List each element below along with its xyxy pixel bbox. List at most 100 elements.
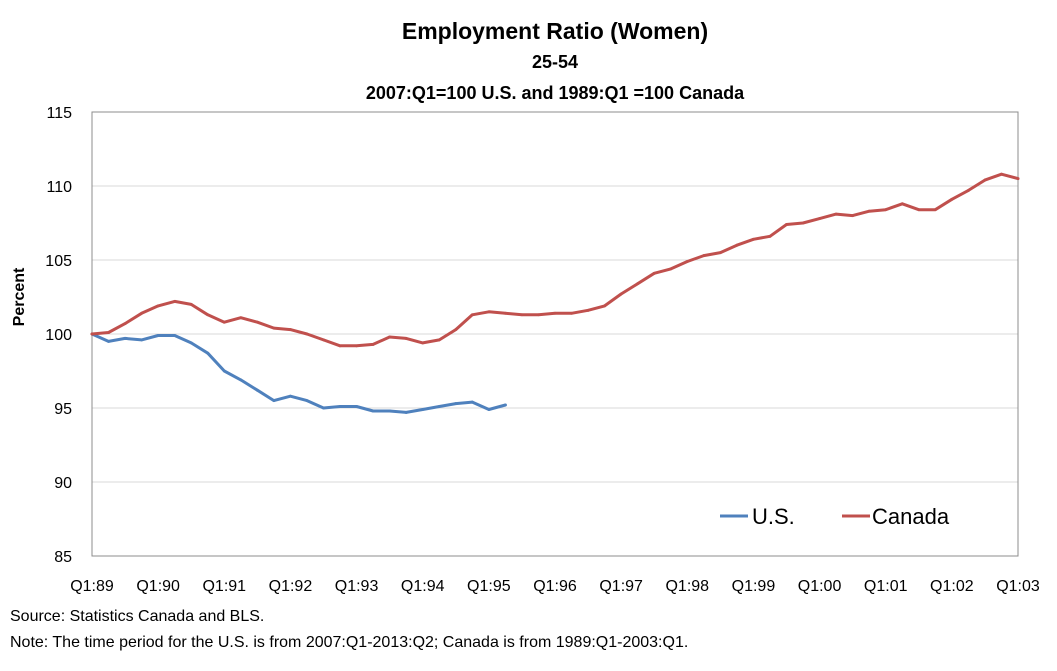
data-point-canada: [933, 208, 937, 212]
data-point-canada: [586, 308, 590, 312]
data-point-canada: [867, 209, 871, 213]
data-point-canada: [966, 189, 970, 192]
gridlines: [92, 185, 1018, 483]
data-point-canada: [388, 335, 392, 339]
data-point-canada: [305, 332, 309, 336]
data-point-u-s: [421, 408, 425, 411]
data-point-canada: [685, 260, 689, 263]
data-point-u-s: [206, 351, 210, 355]
data-point-canada: [123, 322, 127, 326]
data-point-canada: [983, 178, 987, 182]
y-tick-label: 100: [45, 327, 72, 344]
series-lines: [90, 172, 1020, 414]
data-point-u-s: [123, 337, 127, 340]
data-point-u-s: [107, 340, 110, 343]
y-axis-label: Percent: [11, 267, 28, 326]
x-tick-label: Q1:02: [930, 578, 974, 595]
data-point-u-s: [322, 406, 325, 410]
data-point-canada: [404, 337, 408, 340]
data-point-canada: [603, 304, 607, 308]
data-point-u-s: [470, 400, 474, 404]
data-point-canada: [950, 197, 954, 201]
series-line-u-s: [90, 332, 507, 414]
data-point-u-s: [437, 405, 441, 408]
data-point-u-s: [371, 409, 375, 413]
data-point-canada: [470, 313, 474, 317]
data-point-u-s: [272, 399, 276, 402]
data-point-u-s: [289, 394, 292, 398]
x-tick-label: Q1:93: [335, 578, 379, 595]
data-point-canada: [173, 300, 177, 303]
chart-title: Employment Ratio (Women): [401, 18, 709, 44]
y-tick-label: 85: [54, 549, 72, 566]
x-tick-label: Q1:89: [70, 578, 114, 595]
legend-label-canada: Canada: [872, 504, 950, 529]
data-point-u-s: [140, 338, 144, 342]
data-point-canada: [752, 237, 755, 241]
chart-subtitle-age: 25-54: [531, 52, 579, 72]
data-point-u-s: [305, 399, 309, 402]
data-point-canada: [272, 326, 276, 330]
data-point-canada: [1016, 177, 1020, 181]
x-axis-ticks: Q1:89 Q1:90 Q1:91 Q1:92 Q1:93 Q1:94 Q1:95 Q1:96…: [70, 578, 1040, 595]
x-tick-label: Q1:95: [467, 578, 511, 595]
data-point-canada: [140, 311, 144, 315]
data-point-u-s: [189, 341, 193, 345]
data-point-canada: [785, 223, 788, 226]
data-point-u-s: [503, 403, 507, 407]
x-tick-label: Q1:00: [798, 578, 842, 595]
data-point-canada: [454, 328, 458, 331]
y-tick-label: 115: [46, 105, 72, 122]
x-tick-label: Q1:90: [136, 578, 180, 595]
x-tick-label: Q1:03: [996, 578, 1040, 595]
data-point-u-s: [454, 402, 458, 405]
data-point-canada: [239, 316, 243, 320]
data-point-u-s: [255, 388, 259, 392]
data-point-canada: [702, 254, 706, 257]
data-point-canada: [255, 320, 259, 324]
data-point-canada: [90, 332, 94, 336]
y-tick-label: 95: [54, 401, 72, 418]
x-tick-label: Q1:92: [269, 578, 313, 595]
data-point-canada: [735, 243, 739, 247]
data-point-canada: [851, 214, 855, 218]
data-point-canada: [636, 282, 640, 286]
y-axis-ticks: 85 90 95 100 105 110 115: [45, 105, 72, 566]
data-point-canada: [487, 310, 491, 314]
time-period-note: Note: The time period for the U.S. is fr…: [10, 634, 689, 651]
x-tick-label: Q1:97: [599, 578, 643, 595]
data-point-canada: [801, 221, 805, 225]
data-point-canada: [669, 267, 673, 271]
data-point-canada: [718, 251, 722, 255]
data-point-u-s: [487, 408, 491, 411]
data-point-u-s: [388, 409, 392, 413]
data-point-canada: [355, 344, 358, 348]
data-point-canada: [537, 313, 540, 317]
data-point-u-s: [156, 334, 160, 337]
data-point-canada: [570, 311, 573, 315]
data-point-canada: [503, 311, 507, 315]
data-point-canada: [289, 328, 292, 331]
legend: U.S. Canada: [720, 504, 950, 529]
data-point-u-s: [222, 369, 226, 373]
data-point-u-s: [338, 405, 342, 408]
data-point-canada: [818, 217, 821, 220]
x-tick-label: Q1:91: [202, 578, 246, 595]
data-point-canada: [917, 208, 921, 212]
data-point-canada: [421, 341, 425, 345]
data-point-canada: [156, 304, 160, 308]
source-note: Source: Statistics Canada and BLS.: [10, 608, 265, 625]
data-point-canada: [206, 313, 210, 317]
y-tick-label: 110: [46, 179, 72, 196]
data-point-u-s: [355, 405, 358, 408]
data-point-canada: [437, 338, 441, 342]
data-point-canada: [834, 212, 838, 216]
data-point-u-s: [239, 378, 243, 382]
x-tick-label: Q1:99: [732, 578, 776, 595]
data-point-canada: [619, 292, 623, 296]
data-point-canada: [553, 311, 557, 315]
x-tick-label: Q1:01: [864, 578, 908, 595]
data-point-canada: [520, 313, 524, 317]
data-point-canada: [322, 338, 325, 342]
